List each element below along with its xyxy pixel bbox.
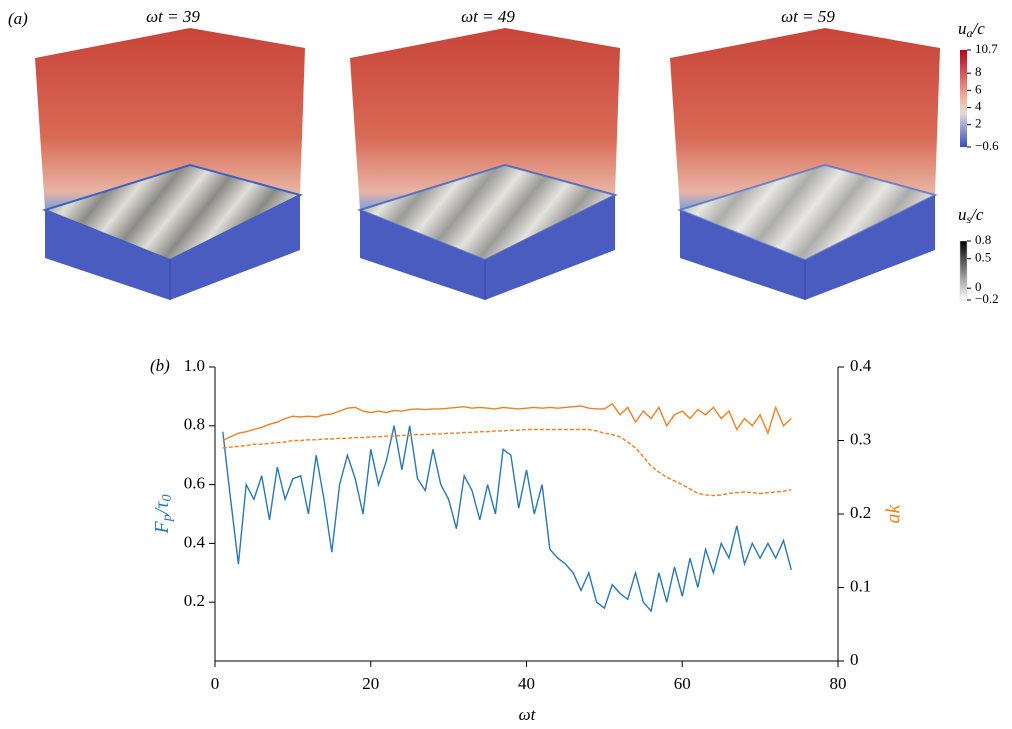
y-tick-label: 0.4 <box>184 532 206 551</box>
y-tick-label: 0.8 <box>184 415 205 434</box>
colorbar-label: s <box>967 212 972 226</box>
colorbar-tick-label: 2 <box>975 116 982 131</box>
panel-title: ωt = 49 <box>461 7 515 26</box>
colorbar-label: us/c <box>958 205 984 226</box>
colorbar-tick-label: 0.5 <box>975 250 991 265</box>
y2-axis-label: ak <box>883 503 905 523</box>
data-line <box>222 425 792 613</box>
colorbar-tick-label: 8 <box>975 64 982 79</box>
y2-tick-label: 0.1 <box>850 576 871 595</box>
colorbar <box>959 240 968 301</box>
y2-tick-label: 0.2 <box>850 503 871 522</box>
colorbar-tick-label: 0.8 <box>975 232 991 247</box>
colorbar-tick-label: 10.7 <box>975 41 998 56</box>
x-tick-label: 0 <box>211 674 220 693</box>
rendering <box>35 28 305 300</box>
y-tick-label: 0.2 <box>184 591 205 610</box>
colorbar-tick-label: −0.6 <box>975 138 999 153</box>
y-tick-label: 1.0 <box>184 356 205 375</box>
y2-tick-label: 0.3 <box>850 429 871 448</box>
panel-label: (a) <box>8 9 28 28</box>
colorbar-label: /c <box>972 19 986 38</box>
data-line <box>222 428 792 497</box>
x-tick-label: 80 <box>830 674 847 693</box>
data-line <box>222 402 792 442</box>
colorbar-ticks: 10.7 8 6 4 2 −0.6 0.8 0.5 0−0.2 <box>967 41 999 306</box>
y-tick-label: 0.6 <box>184 474 205 493</box>
colorbar-label: u <box>958 205 967 224</box>
colorbar-tick-label: 4 <box>975 98 982 113</box>
y2-tick-label: 0 <box>850 650 859 669</box>
colorbar-label: u <box>958 19 967 38</box>
y-axis-label: p <box>160 514 175 522</box>
x-tick-label: 60 <box>674 674 691 693</box>
colorbar-label: a <box>967 26 973 40</box>
colorbar-tick-label: 6 <box>975 81 982 96</box>
y-axis-label: 0 <box>160 495 175 502</box>
rendering <box>350 28 620 300</box>
panel-title: ωt = 39 <box>146 7 200 26</box>
colorbar-label: /c <box>970 205 984 224</box>
renderings <box>35 28 940 300</box>
y-axis-label: F <box>151 520 173 534</box>
x-tick-label: 20 <box>362 674 379 693</box>
x-axis-label: ωt <box>519 705 537 724</box>
x-tick-label: 40 <box>518 674 535 693</box>
y2-tick-label: 0.4 <box>850 356 872 375</box>
panel-label: (b) <box>150 356 170 375</box>
colorbar-label: ua/c <box>958 19 985 40</box>
rendering <box>670 28 940 300</box>
colorbar-tick-label: −0.2 <box>975 291 999 306</box>
y-axis-label: /τ <box>151 501 173 516</box>
panel-title: ωt = 59 <box>781 7 835 26</box>
colorbar-tick-label: 0 <box>975 279 982 294</box>
colorbar <box>960 50 967 147</box>
y-axis-label: Fp/τ0 <box>151 495 176 535</box>
